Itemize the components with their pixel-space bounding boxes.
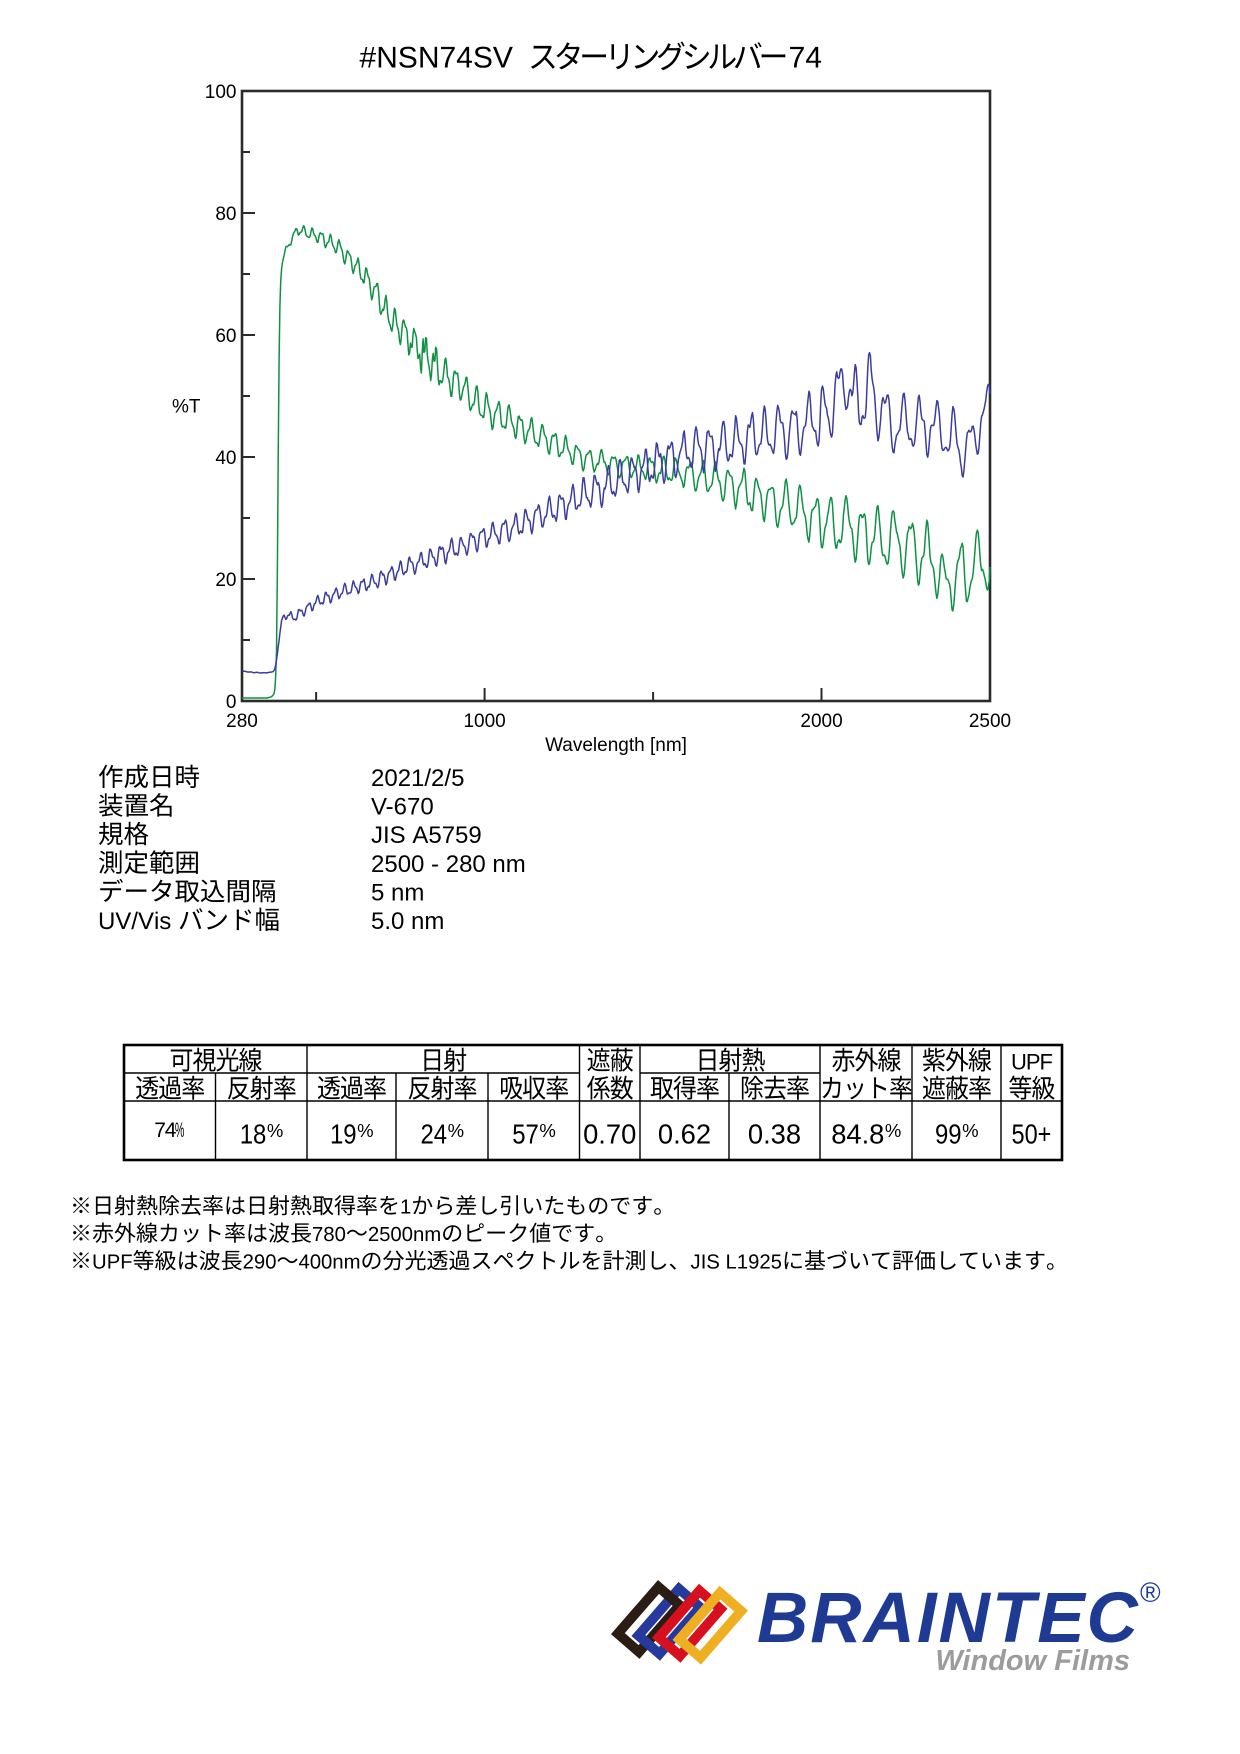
svg-text:1000: 1000 [463, 711, 505, 732]
svg-text:60: 60 [215, 326, 236, 347]
svg-text:2021/2/5: 2021/2/5 [371, 765, 464, 792]
svg-text:24: 24 [421, 1119, 448, 1150]
svg-text:BRAINTEC: BRAINTEC [757, 1579, 1140, 1658]
svg-text:57: 57 [512, 1119, 539, 1150]
svg-text:V-670: V-670 [371, 794, 434, 821]
svg-text:®: ® [1140, 1577, 1161, 1608]
svg-text:%: % [448, 1120, 464, 1141]
svg-text:0.38: 0.38 [748, 1119, 801, 1150]
svg-text:5 nm: 5 nm [371, 879, 424, 906]
svg-text:50+: 50+ [1012, 1119, 1052, 1150]
svg-text:%: % [539, 1120, 555, 1141]
svg-text:80: 80 [215, 204, 236, 225]
svg-text:2000: 2000 [800, 711, 842, 732]
svg-text:40: 40 [215, 448, 236, 469]
svg-text:%: % [357, 1120, 373, 1141]
svg-text:%: % [962, 1120, 978, 1141]
svg-text:19: 19 [330, 1119, 357, 1150]
svg-text:99: 99 [935, 1119, 962, 1150]
svg-text:84.8: 84.8 [831, 1119, 884, 1150]
svg-text:JIS A5759: JIS A5759 [371, 822, 482, 849]
svg-text:0.62: 0.62 [658, 1119, 711, 1150]
svg-text:%: % [885, 1120, 901, 1141]
svg-text:0: 0 [226, 692, 237, 713]
svg-text:Wavelength [nm]: Wavelength [nm] [545, 735, 687, 756]
svg-text:%: % [175, 1119, 185, 1142]
svg-text:5.0 nm: 5.0 nm [371, 908, 444, 935]
svg-text:2500: 2500 [969, 711, 1011, 732]
svg-text:UPF: UPF [1011, 1050, 1053, 1075]
svg-text:0.70: 0.70 [583, 1119, 636, 1150]
svg-text:20: 20 [215, 570, 236, 591]
svg-text:%T: %T [172, 397, 201, 418]
svg-text:74: 74 [154, 1119, 176, 1142]
svg-text:280: 280 [226, 711, 258, 732]
svg-text:100: 100 [205, 82, 237, 103]
svg-text:2500 - 280 nm: 2500 - 280 nm [371, 851, 526, 878]
svg-text:%: % [267, 1120, 283, 1141]
svg-text:18: 18 [240, 1119, 267, 1150]
svg-text:Window Films: Window Films [935, 1645, 1130, 1677]
